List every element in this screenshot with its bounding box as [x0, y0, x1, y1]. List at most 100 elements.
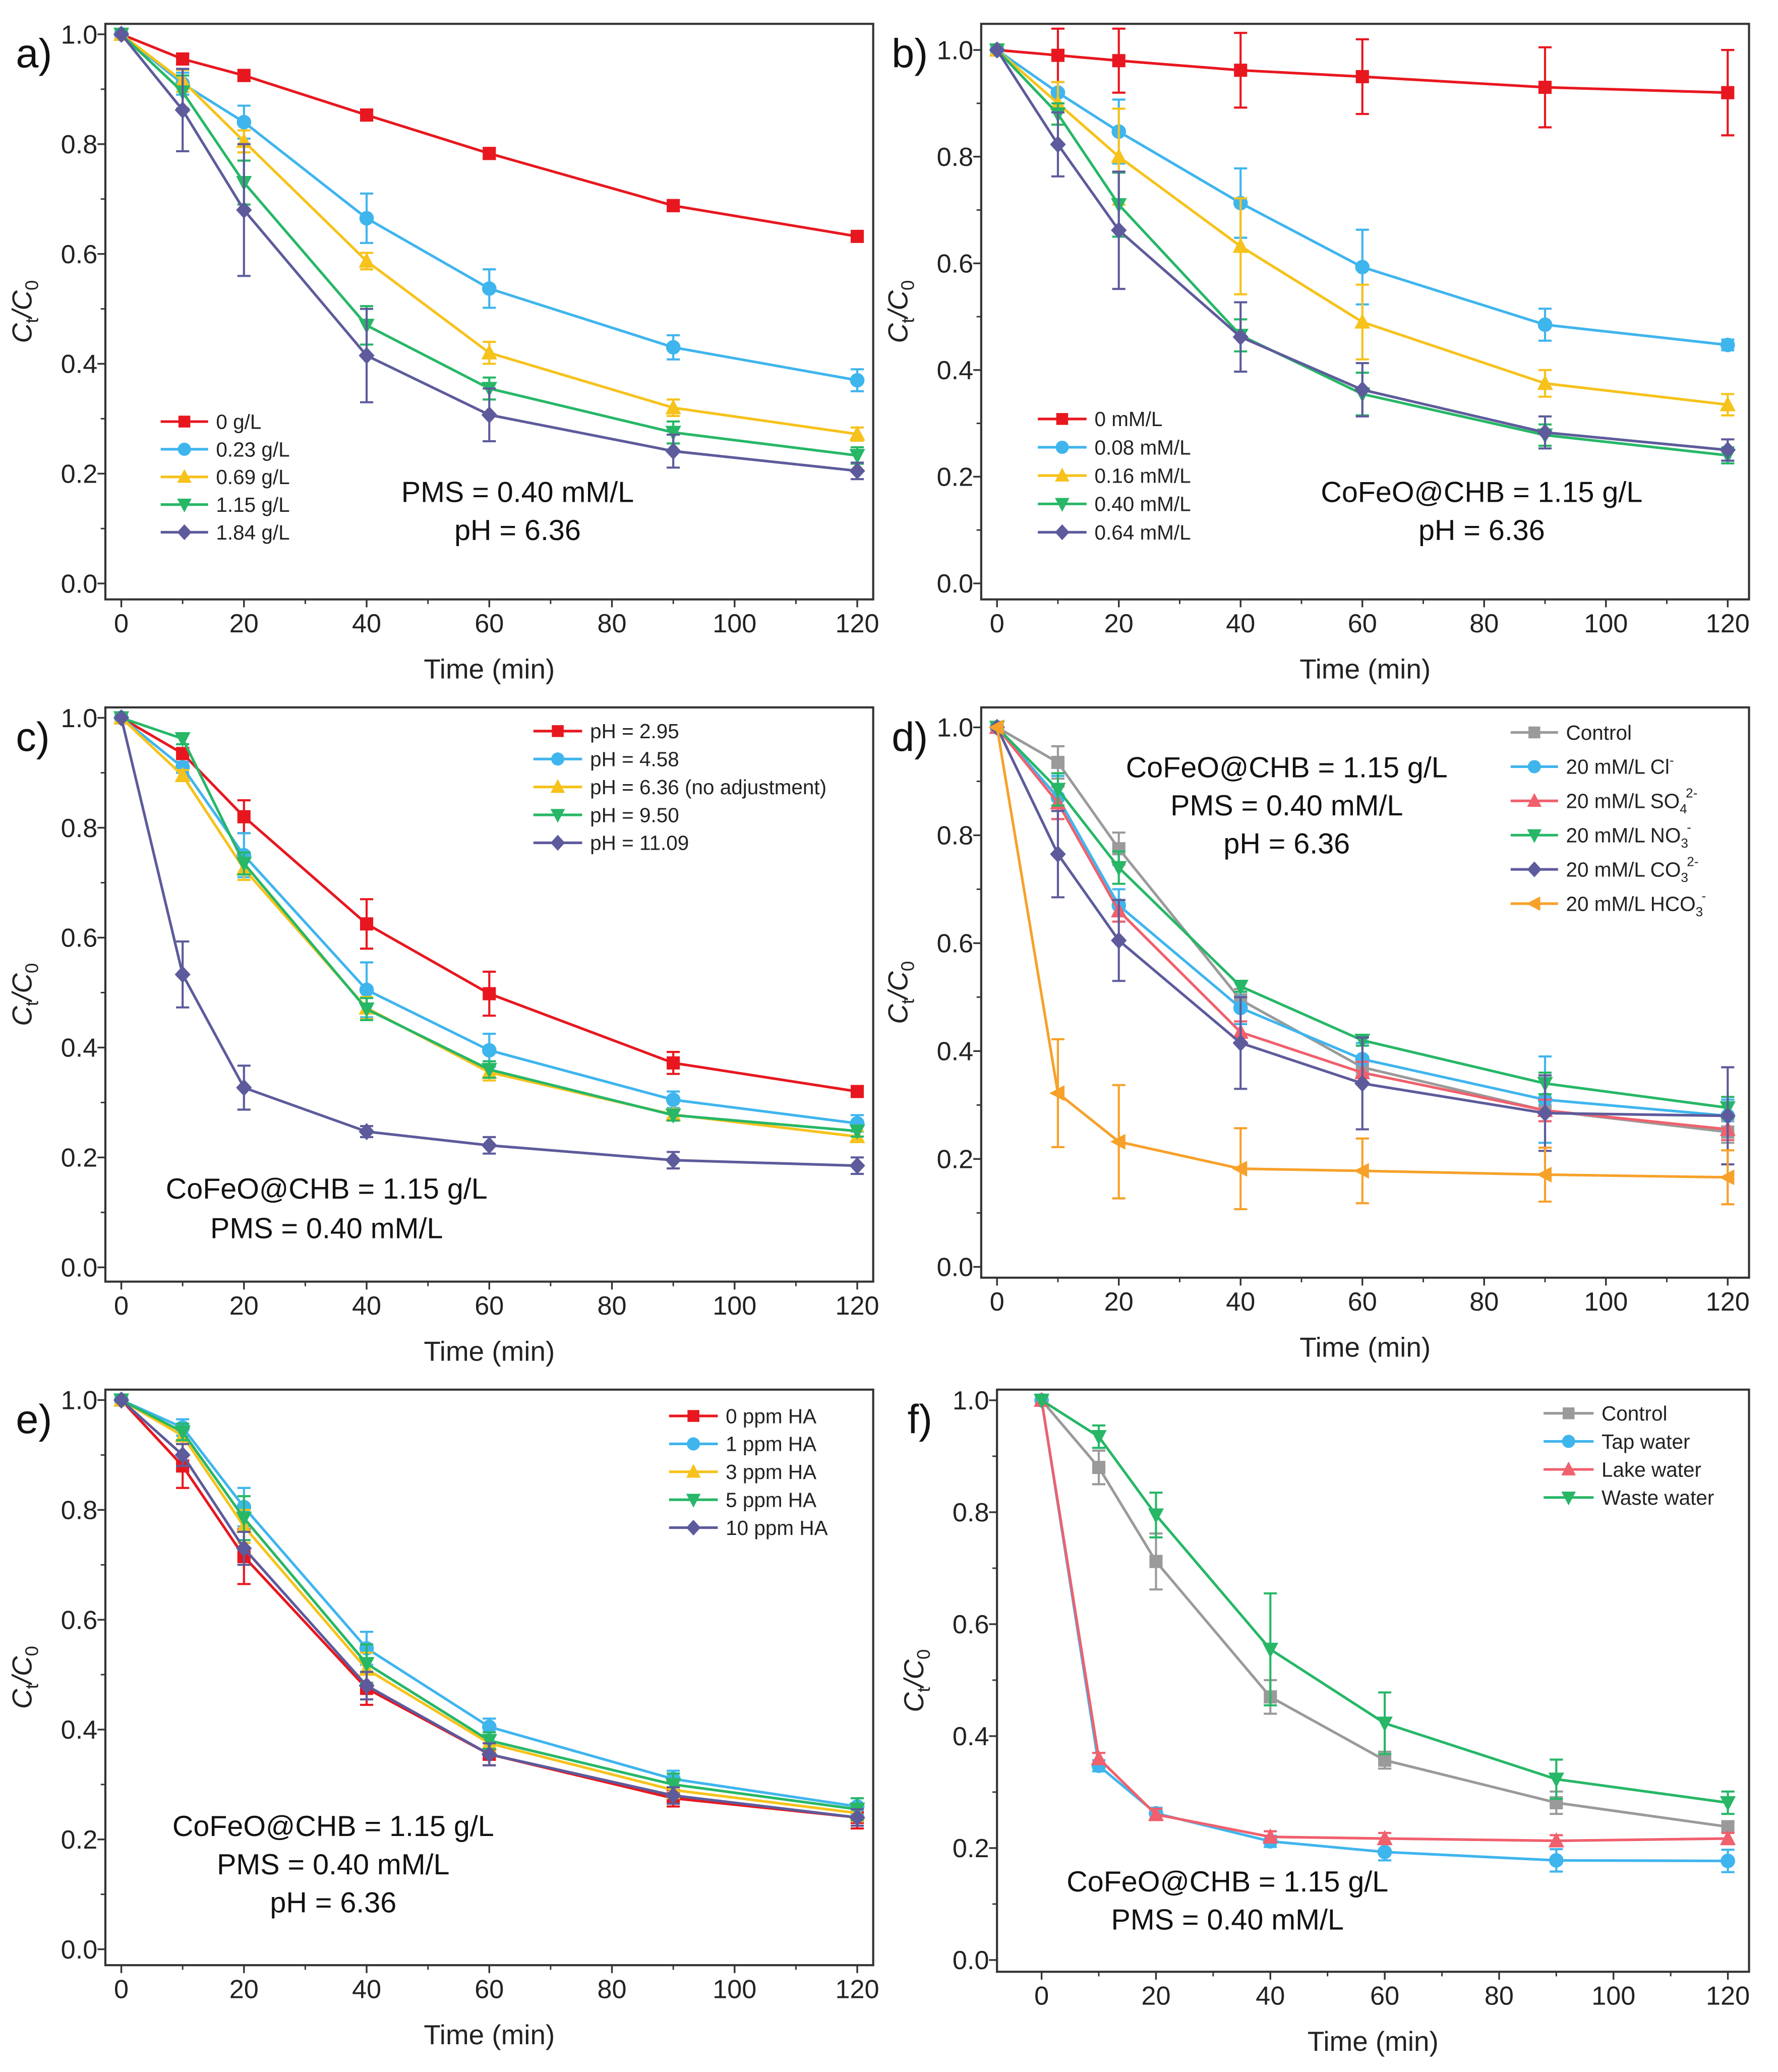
legend-item: pH = 9.50 — [533, 803, 679, 826]
diamond-marker — [1537, 424, 1553, 441]
diamond-marker — [1111, 932, 1127, 950]
x-tick-label: 0 — [114, 1291, 129, 1321]
legend-label-text: pH = 2.95 — [590, 720, 679, 743]
condition-annotation: pH = 6.36 — [454, 514, 581, 547]
triangle-down-marker — [686, 1494, 701, 1508]
x-tick-label: 0 — [1034, 1982, 1049, 2011]
legend-label-text: 20 mM/L CO — [1566, 858, 1681, 881]
y-tick-label: 0.2 — [937, 463, 974, 492]
legend-label-text: Control — [1602, 1402, 1667, 1425]
legend-label: Waste water — [1602, 1486, 1714, 1509]
triangle-left-marker — [1110, 1134, 1125, 1150]
x-tick-label: 100 — [1584, 609, 1628, 638]
diamond-marker — [1050, 845, 1066, 863]
y-title-subscript: 0 — [913, 1649, 934, 1660]
square-marker — [1378, 1753, 1392, 1767]
square-marker — [1721, 86, 1735, 99]
y-tick-label: 1.0 — [937, 36, 974, 65]
circle-marker — [1537, 317, 1553, 332]
y-tick-label: 1.0 — [61, 20, 98, 49]
y-title-subscript: t — [22, 318, 42, 323]
legend-label: pH = 2.95 — [590, 720, 679, 743]
x-tick-label: 100 — [1584, 1287, 1628, 1317]
panel-label: b) — [892, 31, 928, 76]
x-tick-label: 20 — [229, 609, 259, 638]
diamond-marker — [1537, 1104, 1553, 1122]
legend-label: 1.15 g/L — [216, 493, 289, 516]
x-axis-title: Time (min) — [424, 2019, 555, 2050]
triangle-down-marker — [1561, 1491, 1576, 1506]
triangle-down-marker — [174, 732, 191, 747]
diamond-marker — [174, 101, 191, 119]
y-tick-label: 0.0 — [937, 569, 974, 599]
y-tick-label: 0.6 — [61, 1606, 98, 1635]
triangle-up-marker — [1148, 1806, 1164, 1821]
x-axis-title: Time (min) — [1299, 1331, 1431, 1363]
legend-label-superscript: - — [1670, 752, 1674, 767]
legend-label-text: pH = 6.36 (no adjustment) — [590, 776, 826, 799]
y-tick-label: 0.6 — [937, 929, 974, 959]
triangle-down-marker — [1055, 498, 1070, 512]
panel-label: e) — [16, 1397, 52, 1442]
y-axis-title: Ct/C0 — [898, 1649, 934, 1712]
legend-item: 0.16 mM/L — [1038, 464, 1191, 488]
legend-item: 1.15 g/L — [160, 493, 290, 516]
panel-label: d) — [892, 715, 928, 760]
triangle-up-marker — [1527, 793, 1542, 807]
triangle-down-marker — [236, 1511, 252, 1527]
legend-label: 0.40 mM/L — [1094, 493, 1191, 516]
x-tick-label: 40 — [352, 609, 381, 638]
x-axis-title: Time (min) — [1299, 653, 1431, 684]
legend-item: 20 mM/L HCO3- — [1510, 888, 1706, 919]
y-title-subscript: t — [898, 999, 918, 1004]
square-marker — [667, 199, 680, 212]
x-tick-label: 80 — [1469, 1287, 1499, 1317]
y-tick-label: 0.0 — [61, 1254, 98, 1283]
x-tick-label: 40 — [352, 1975, 381, 2004]
y-title-subscript: 0 — [22, 963, 42, 973]
circle-marker — [1562, 1435, 1575, 1448]
square-marker — [1092, 1461, 1106, 1474]
y-tick-label: 1.0 — [937, 714, 974, 743]
y-tick-label: 0.8 — [61, 814, 98, 843]
y-tick-label: 0.0 — [61, 569, 98, 599]
condition-annotation: PMS = 0.40 mM/L — [217, 1849, 449, 1881]
legend-label-superscript: 2- — [1687, 854, 1698, 869]
triangle-up-marker — [665, 399, 681, 415]
x-tick-label: 0 — [990, 1287, 1004, 1317]
chart-panel-e: 0 20 40 60 80 100 120 0.0 0.2 0.4 0.6 0.8 1.0 Time (m… — [7, 1386, 879, 2050]
legend-label-text: 5 ppm HA — [726, 1488, 816, 1511]
triangle-up-marker — [1354, 313, 1371, 329]
triangle-up-marker — [1377, 1830, 1393, 1846]
triangle-down-marker — [1111, 861, 1127, 876]
legend-label-text: 0.16 mM/L — [1094, 464, 1191, 488]
diamond-marker — [1527, 861, 1542, 877]
y-tick-label: 0.4 — [937, 356, 974, 385]
triangle-down-marker — [236, 857, 252, 872]
y-tick-label: 0.4 — [61, 1034, 98, 1063]
legend-label: 3 ppm HA — [726, 1460, 816, 1484]
x-tick-label: 40 — [1226, 609, 1255, 638]
legend-item: 1 ppm HA — [669, 1433, 816, 1456]
legend-label: Control — [1602, 1402, 1667, 1425]
condition-annotation: CoFeO@CHB = 1.15 g/L — [1321, 476, 1642, 508]
y-tick-label: 0.6 — [953, 1610, 989, 1639]
triangle-up-marker — [1720, 1830, 1736, 1846]
legend-item: 0.23 g/L — [160, 438, 290, 461]
triangle-down-marker — [174, 1425, 191, 1441]
triangle-down-marker — [1148, 1508, 1164, 1524]
legend-item: 0 ppm HA — [669, 1404, 816, 1428]
x-tick-label: 0 — [114, 1975, 129, 2004]
x-tick-label: 40 — [1256, 1982, 1285, 2011]
x-tick-label: 0 — [990, 609, 1004, 638]
x-tick-label: 40 — [1226, 1287, 1255, 1317]
y-title-part: C — [898, 1692, 929, 1712]
diamond-marker — [481, 1137, 497, 1154]
legend-label-text: 0.23 g/L — [216, 438, 289, 461]
y-tick-label: 1.0 — [61, 1386, 98, 1415]
square-marker — [850, 229, 864, 243]
diamond-marker — [1354, 381, 1371, 398]
triangle-up-marker — [1720, 396, 1736, 411]
